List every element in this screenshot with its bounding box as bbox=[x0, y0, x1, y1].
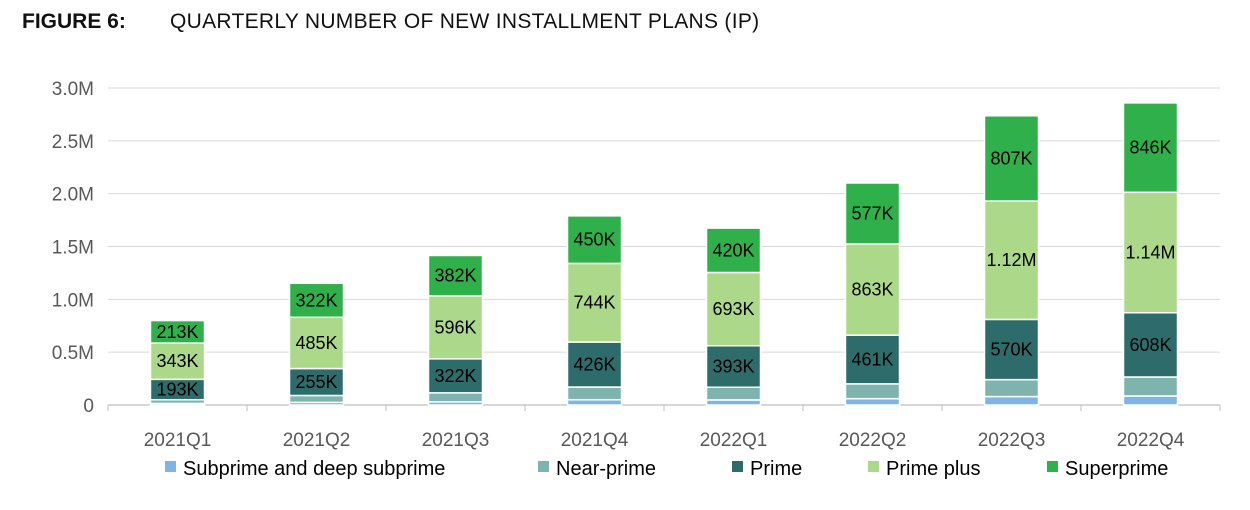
bar-segment bbox=[566, 341, 623, 388]
x-tick-label: 2022Q3 bbox=[978, 430, 1046, 451]
data-label: 322K bbox=[295, 290, 337, 310]
data-label: 1.12M bbox=[986, 250, 1036, 270]
bar-segment bbox=[288, 282, 345, 319]
data-label: 420K bbox=[712, 240, 754, 260]
legend-label: Superprime bbox=[1065, 458, 1168, 480]
data-label: 1.14M bbox=[1125, 243, 1175, 263]
legend-swatch bbox=[868, 461, 879, 472]
data-label: 343K bbox=[156, 351, 198, 371]
x-tick-label: 2021Q1 bbox=[144, 430, 212, 451]
legend-swatch bbox=[165, 461, 176, 472]
bar-segment bbox=[1122, 395, 1179, 406]
legend-swatch bbox=[1047, 461, 1058, 472]
bar-segment bbox=[705, 399, 762, 406]
data-label: 863K bbox=[851, 280, 893, 300]
bar-segment bbox=[844, 397, 901, 406]
data-label: 693K bbox=[712, 299, 754, 319]
y-tick-label: 0.5M bbox=[52, 343, 94, 364]
bar-segment bbox=[149, 319, 206, 344]
bar-segment bbox=[1122, 102, 1179, 194]
x-tick-label: 2021Q2 bbox=[283, 430, 351, 451]
x-tick-label: 2022Q1 bbox=[700, 430, 768, 451]
bar-segment bbox=[566, 215, 623, 265]
legend-label: Near-prime bbox=[556, 458, 656, 480]
data-label: 570K bbox=[990, 340, 1032, 360]
bar-segment bbox=[288, 394, 345, 404]
legend-label: Prime plus bbox=[886, 458, 980, 480]
y-tick-label: 1.0M bbox=[52, 290, 94, 311]
bar-segment bbox=[566, 386, 623, 401]
legend-swatch bbox=[538, 461, 549, 472]
data-label: 485K bbox=[295, 333, 337, 353]
x-tick-label: 2022Q2 bbox=[839, 430, 907, 451]
data-label: 393K bbox=[712, 356, 754, 376]
data-label: 807K bbox=[990, 148, 1032, 168]
data-label: 450K bbox=[573, 230, 615, 250]
bar-segment bbox=[427, 392, 484, 403]
bar-segment bbox=[844, 383, 901, 400]
data-label: 322K bbox=[434, 366, 476, 386]
figure-header: FIGURE 6: QUARTERLY NUMBER OF NEW INSTAL… bbox=[22, 10, 759, 34]
data-label: 426K bbox=[573, 355, 615, 375]
x-tick-label: 2021Q3 bbox=[422, 430, 490, 451]
data-label: 846K bbox=[1129, 138, 1171, 158]
data-label: 213K bbox=[156, 322, 198, 342]
y-tick-label: 1.5M bbox=[52, 238, 94, 259]
bar-segment bbox=[427, 254, 484, 297]
data-label: 193K bbox=[156, 380, 198, 400]
bar-segment bbox=[288, 316, 345, 370]
bar-segment bbox=[844, 182, 901, 245]
data-label: 744K bbox=[573, 293, 615, 313]
bar-segment bbox=[844, 243, 901, 336]
data-label: 596K bbox=[434, 317, 476, 337]
data-label: 608K bbox=[1129, 335, 1171, 355]
figure-title: QUARTERLY NUMBER OF NEW INSTALLMENT PLAN… bbox=[170, 10, 760, 33]
bar-segment bbox=[983, 115, 1040, 202]
y-tick-label: 2.0M bbox=[52, 185, 94, 206]
y-tick-label: 3.0M bbox=[52, 79, 94, 100]
bar-segment bbox=[983, 318, 1040, 381]
bar-segment bbox=[705, 386, 762, 401]
data-label: 461K bbox=[851, 350, 893, 370]
legend-label: Subprime and deep subprime bbox=[183, 458, 445, 480]
bar-segment bbox=[566, 262, 623, 343]
data-label: 577K bbox=[851, 203, 893, 223]
bar-segment bbox=[983, 378, 1040, 398]
data-label: 255K bbox=[295, 372, 337, 392]
figure-label: FIGURE 6: bbox=[22, 10, 126, 33]
bar-segment bbox=[983, 395, 1040, 406]
bar-segment bbox=[288, 367, 345, 397]
bar-segment bbox=[1122, 312, 1179, 378]
bar-segment bbox=[427, 358, 484, 394]
y-tick-label: 0 bbox=[83, 396, 94, 417]
x-tick-label: 2021Q4 bbox=[561, 430, 629, 451]
data-label: 382K bbox=[434, 266, 476, 286]
legend-label: Prime bbox=[750, 458, 802, 480]
legend-swatch bbox=[732, 461, 743, 472]
bar-segment bbox=[1122, 376, 1179, 397]
bar-segment bbox=[566, 398, 623, 406]
x-tick-label: 2022Q4 bbox=[1117, 430, 1185, 451]
y-tick-label: 2.5M bbox=[52, 132, 94, 153]
bar-segment bbox=[705, 227, 762, 274]
